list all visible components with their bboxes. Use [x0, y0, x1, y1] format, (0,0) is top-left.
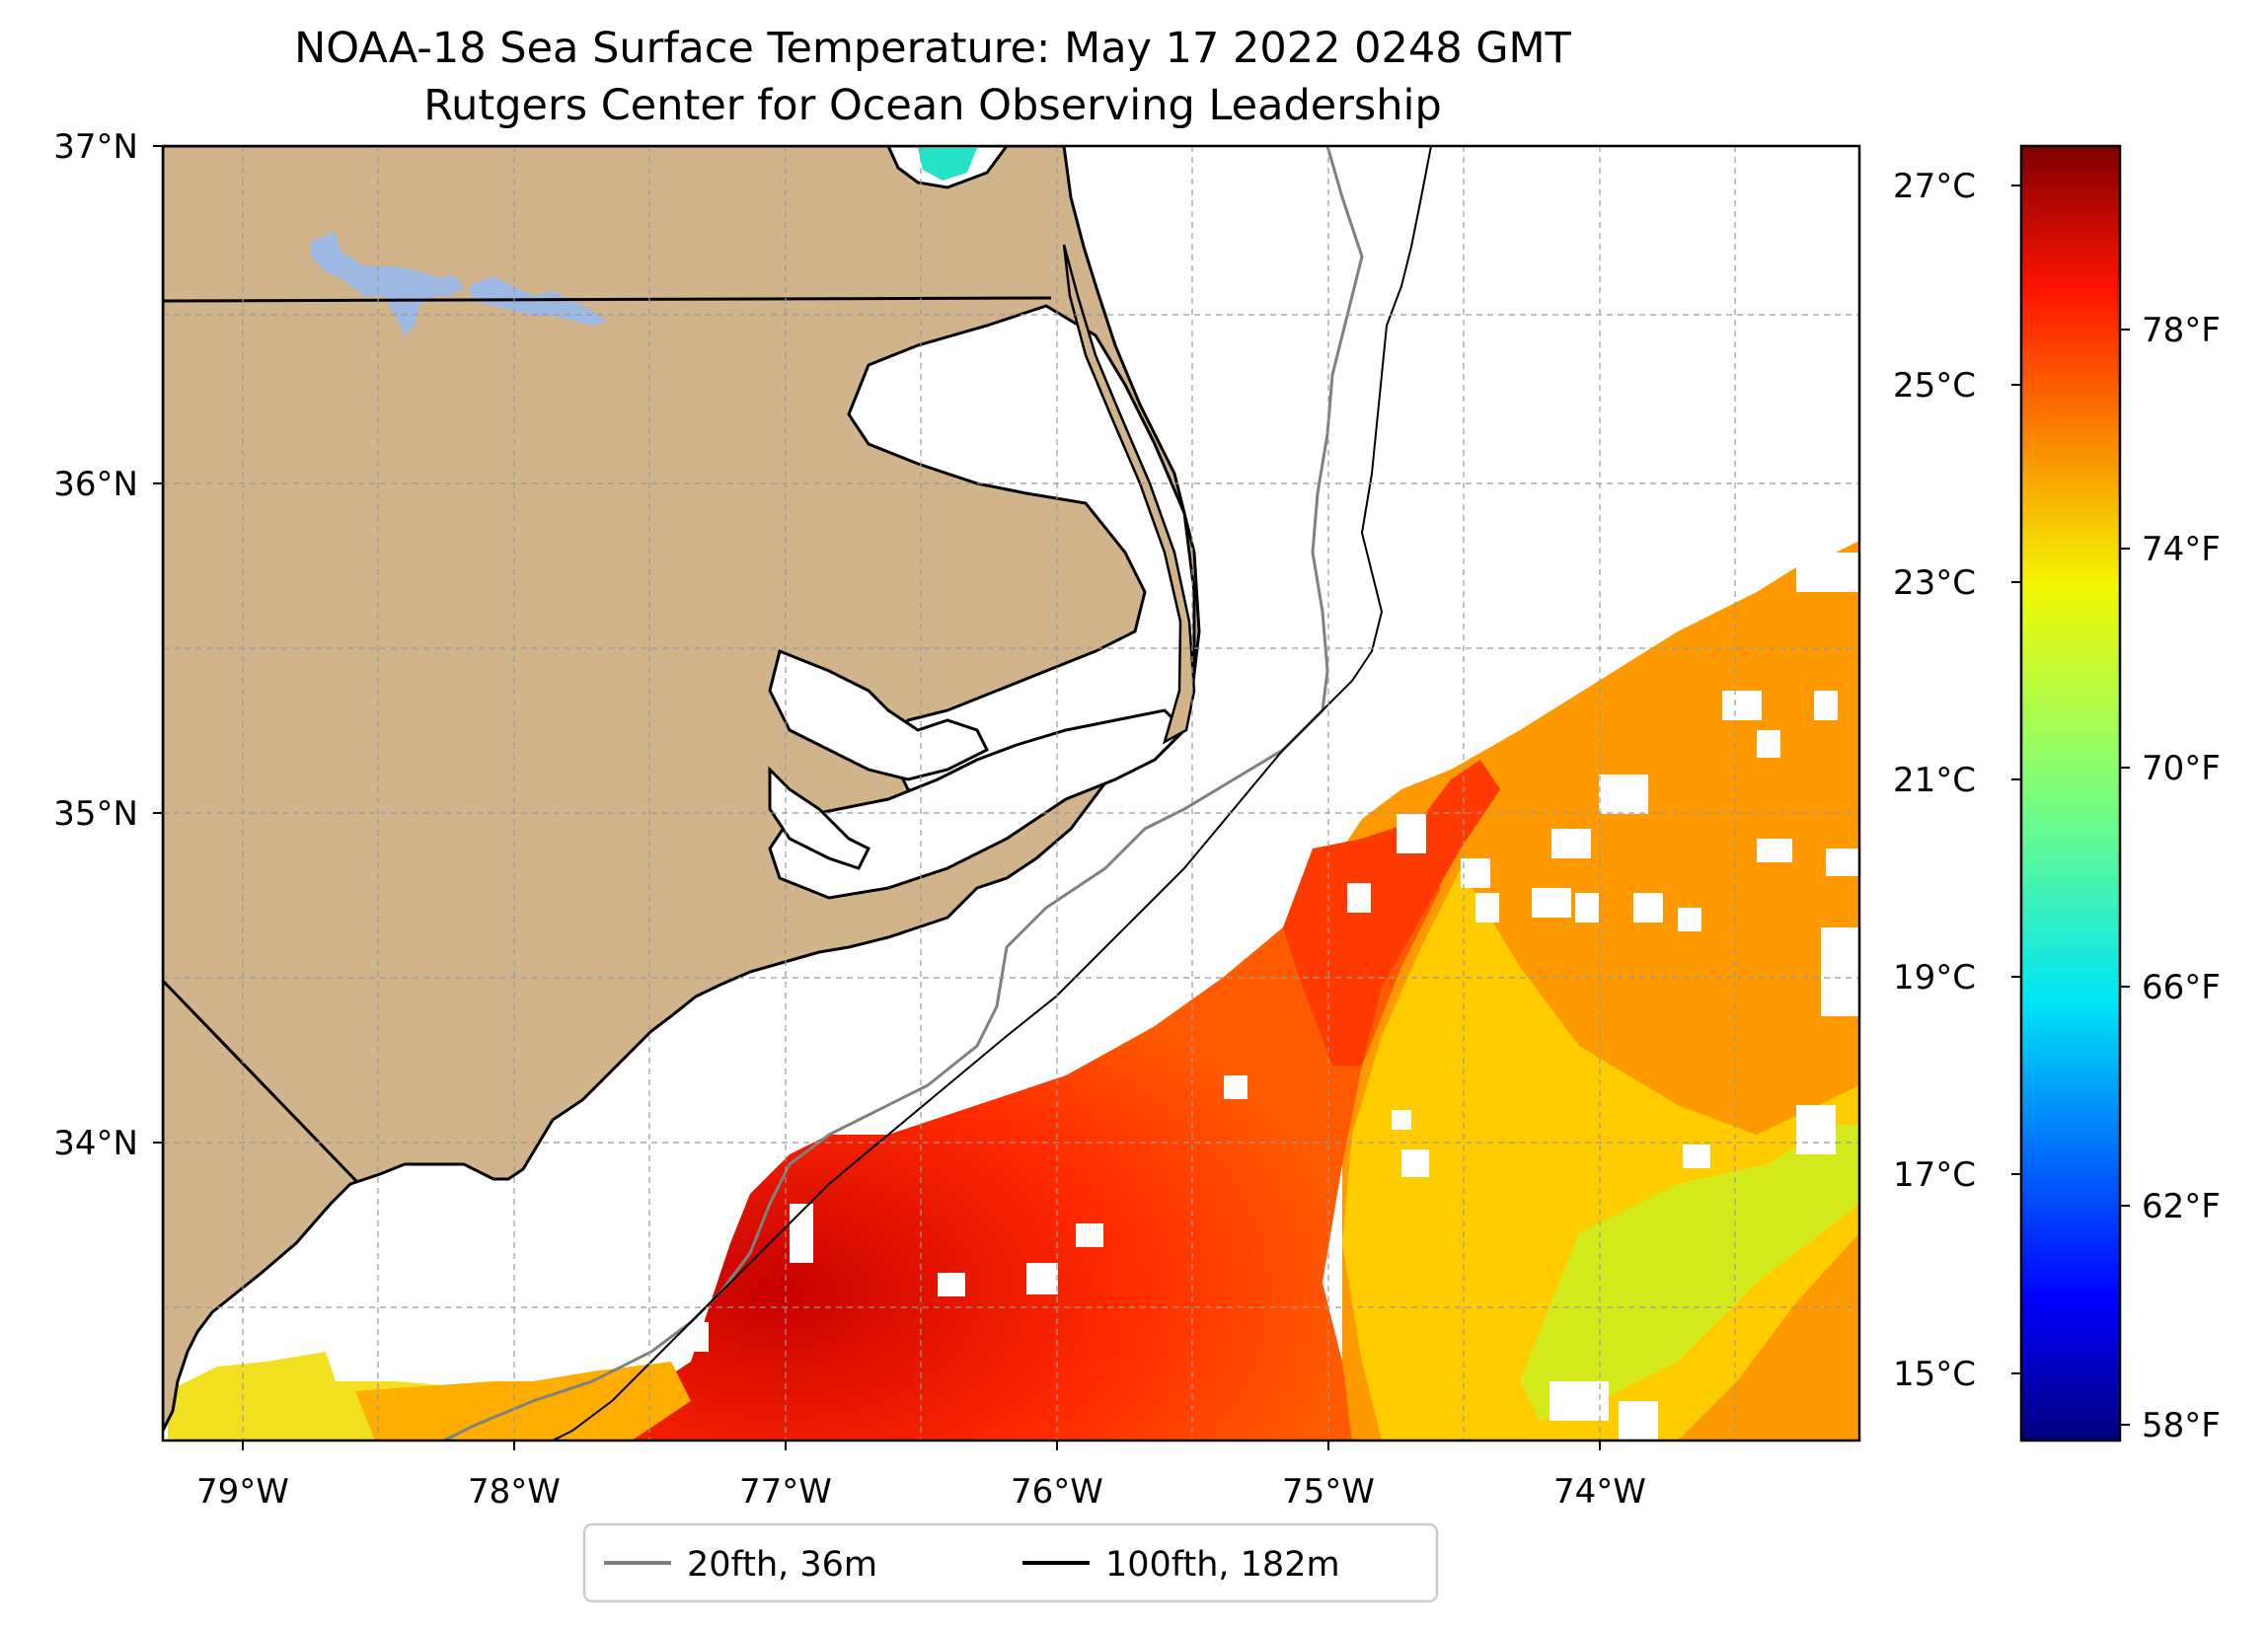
outer-banks	[1062, 244, 1196, 745]
lat-tick-label: 37°N	[53, 127, 138, 167]
pamlico-sound	[768, 708, 1187, 900]
map-title: NOAA-18 Sea Surface Temperature: May 17 …	[294, 24, 1571, 73]
no-data-shelf	[296, 750, 1323, 1381]
lon-tick-label: 77°W	[739, 1472, 832, 1512]
lon-tick-label: 76°W	[1011, 1472, 1103, 1512]
pamlico-river	[768, 766, 871, 870]
celsius-tick-label: 27°C	[1893, 167, 1976, 206]
colorbar-gradient	[2019, 144, 2122, 1442]
celsius-tick-label: 25°C	[1893, 366, 1976, 406]
lat-axis: 37°N 36°N 35°N 34°N	[53, 127, 163, 1163]
albemarle-sound	[847, 304, 1196, 821]
colorbar: 27°C 25°C 23°C 21°C 19°C 17°C 15°C 78°F …	[1893, 144, 2221, 1445]
sst-green-patch	[1520, 1125, 1859, 1421]
lat-tick-label: 34°N	[53, 1124, 138, 1163]
nc-va-border	[163, 296, 1052, 303]
legend-label-100fth: 100fth, 182m	[1105, 1545, 1340, 1585]
celsius-tick-label: 17°C	[1893, 1155, 1976, 1195]
lake-gaston	[311, 232, 464, 335]
legend-box	[582, 1522, 1439, 1603]
lon-axis: 79°W 78°W 77°W 76°W 75°W 74°W	[196, 1441, 1646, 1512]
fahrenheit-tick-label: 74°F	[2142, 530, 2221, 569]
isobath-100fth	[552, 146, 1432, 1441]
map-frame	[161, 144, 1861, 1442]
celsius-tick-label: 19°C	[1893, 958, 1976, 998]
celsius-tick-label: 23°C	[1893, 563, 1976, 603]
nc-sc-border	[163, 979, 359, 1184]
sst-red-north-lobe	[1283, 760, 1500, 1066]
lat-tick-label: 35°N	[53, 794, 138, 834]
neuse-river	[768, 648, 990, 781]
fahrenheit-tick-label: 62°F	[2142, 1187, 2221, 1226]
fahrenheit-tick-label: 78°F	[2142, 311, 2221, 350]
chesapeake-sst	[918, 148, 977, 181]
celsius-tick-label: 15°C	[1893, 1355, 1976, 1394]
legend-label-20fth: 20fth, 36m	[687, 1545, 877, 1585]
fahrenheit-tick-label: 58°F	[2142, 1406, 2221, 1445]
lon-tick-label: 79°W	[196, 1472, 289, 1512]
gridlines	[163, 146, 1859, 1441]
map-subtitle: Rutgers Center for Ocean Observing Leade…	[423, 81, 1442, 130]
fahrenheit-tick-label: 66°F	[2142, 968, 2221, 1007]
lat-tick-label: 36°N	[53, 465, 138, 504]
lon-tick-label: 74°W	[1553, 1472, 1646, 1512]
map-content	[163, 146, 1859, 1441]
lon-tick-label: 78°W	[468, 1472, 561, 1512]
legend: 20fth, 36m 100fth, 182m	[582, 1522, 1439, 1603]
lon-tick-label: 75°W	[1282, 1472, 1375, 1512]
celsius-tick-label: 21°C	[1893, 761, 1976, 800]
fahrenheit-tick-label: 70°F	[2142, 749, 2221, 788]
sst-red-gulf-stream	[493, 849, 1441, 1441]
sst-sw-orange-patch	[355, 1362, 691, 1441]
